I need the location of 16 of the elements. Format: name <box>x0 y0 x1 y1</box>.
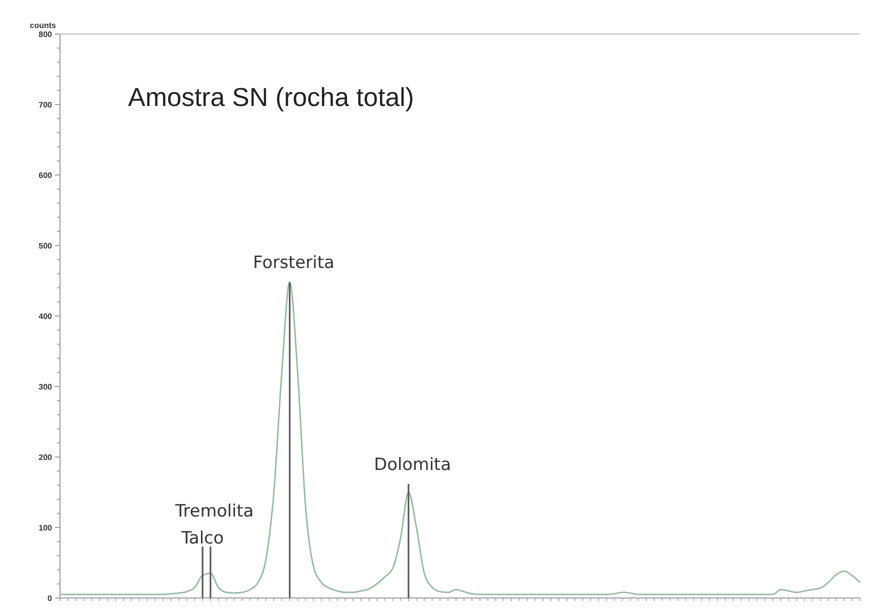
y-tick-label: 0 <box>48 594 53 603</box>
y-tick-label: 500 <box>38 241 53 250</box>
y-tick-label: 100 <box>38 523 53 532</box>
y-axis-title: counts <box>30 21 57 30</box>
y-tick-label: 400 <box>38 312 53 321</box>
y-tick-label: 700 <box>38 100 53 110</box>
data-label: Dolomita <box>374 454 452 475</box>
y-tick-label: 800 <box>38 30 53 39</box>
text: Amostra SN (rocha total) <box>128 82 414 112</box>
line-series <box>59 281 861 596</box>
y-tick-label: 300 <box>38 382 53 392</box>
data-label: Tremolita <box>174 502 254 522</box>
data-label: Forsterita <box>253 253 334 274</box>
y-tick-label: 600 <box>38 170 53 180</box>
y-tick-label: 200 <box>38 452 53 462</box>
data-label: Talco <box>180 528 224 549</box>
